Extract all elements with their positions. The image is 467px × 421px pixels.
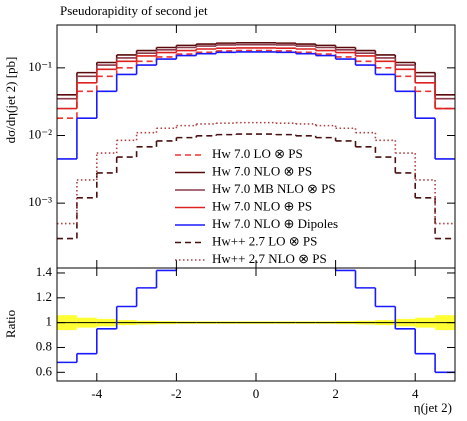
y-axis-label: dσ/dη(jet 2) [pb] [3, 57, 18, 144]
x-axis-label: η(jet 2) [414, 400, 452, 415]
legend-label: Hw 7.0 LO ⊗ PS [212, 146, 303, 161]
legend-label: Hw 7.0 NLO ⊕ PS [212, 198, 312, 213]
x-tick-label: 0 [253, 386, 260, 401]
y-tick-label: 0.8 [36, 338, 52, 353]
x-tick-label: 4 [412, 386, 419, 401]
y-tick-label: 1.2 [36, 289, 52, 304]
y-tick-label: 10⁻¹ [28, 59, 52, 74]
chart-title: Pseudorapidity of second jet [60, 3, 208, 18]
legend-label: Hw 7.0 NLO ⊕ Dipoles [212, 216, 338, 231]
y-tick-label: 1.4 [36, 264, 53, 279]
legend-label: Hw++ 2.7 NLO ⊗ PS [212, 251, 327, 266]
legend-label: Hw++ 2.7 LO ⊗ PS [212, 233, 317, 248]
x-tick-label: -2 [171, 386, 182, 401]
plot-area [57, 268, 455, 374]
plot-area [57, 41, 455, 240]
x-tick-label: -4 [91, 386, 102, 401]
legend-label: Hw 7.0 NLO ⊗ PS [212, 163, 312, 178]
y-tick-label: 10⁻² [28, 126, 52, 141]
legend-label: Hw 7.0 MB NLO ⊗ PS [212, 181, 336, 196]
y-tick-label: 0.6 [36, 363, 53, 378]
ratio-axis-label: Ratio [3, 310, 18, 338]
y-tick-label: 10⁻³ [28, 194, 52, 209]
y-tick-label: 1 [46, 314, 53, 329]
x-tick-label: 2 [332, 386, 339, 401]
